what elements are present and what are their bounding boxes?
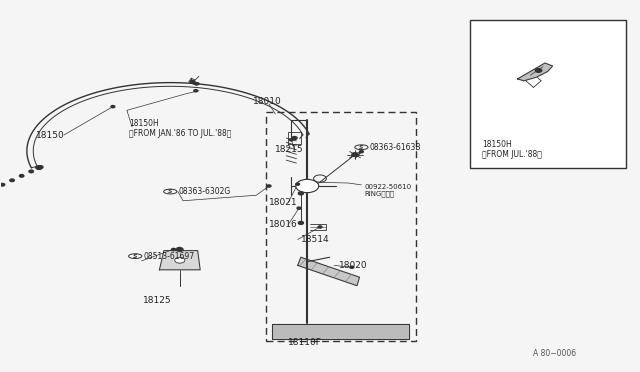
Text: 00922-50610
RINGリング: 00922-50610 RINGリング [365,184,412,197]
Circle shape [172,248,175,251]
Text: 18020: 18020 [339,261,368,270]
Bar [266,112,415,341]
Text: 18150H
（FROM JUL.'88）: 18150H （FROM JUL.'88） [483,140,542,159]
Text: S: S [359,145,364,150]
Circle shape [318,226,322,228]
Bar [470,20,626,167]
Text: 18110F: 18110F [288,339,322,347]
Circle shape [352,153,358,157]
Circle shape [29,170,33,173]
Text: 08363-6302G: 08363-6302G [179,187,231,196]
Circle shape [194,90,198,92]
Text: 18514: 18514 [301,235,330,244]
Text: S: S [133,254,138,259]
Circle shape [350,266,354,268]
Text: 18150: 18150 [36,131,65,140]
Polygon shape [159,251,200,270]
Circle shape [111,106,115,108]
Circle shape [298,221,303,224]
Circle shape [267,185,271,187]
Text: S: S [168,189,173,194]
Circle shape [536,68,541,72]
Text: A 80−0006: A 80−0006 [534,350,577,359]
Circle shape [297,207,301,209]
Polygon shape [298,257,360,286]
Circle shape [10,179,14,182]
Circle shape [177,248,183,251]
Circle shape [19,174,24,177]
Circle shape [195,83,199,85]
Text: 18215: 18215 [275,145,304,154]
Circle shape [190,80,195,83]
Circle shape [296,183,300,185]
Circle shape [289,139,293,141]
Circle shape [36,166,42,169]
Text: 08513-61697: 08513-61697 [143,251,195,261]
Text: 18010: 18010 [253,97,282,106]
Text: 18150H
（FROM JAN.'86 TO JUL.'88）: 18150H （FROM JAN.'86 TO JUL.'88） [129,119,231,138]
Circle shape [0,183,4,186]
Text: 18021: 18021 [269,198,298,207]
Circle shape [360,151,364,153]
Circle shape [292,137,297,140]
Circle shape [175,257,185,263]
Polygon shape [272,324,409,339]
Circle shape [178,249,182,251]
Text: 08363-6163B: 08363-6163B [370,143,421,152]
Circle shape [38,166,43,168]
Text: 18125: 18125 [143,296,172,305]
Circle shape [298,192,303,195]
Circle shape [296,179,319,193]
Polygon shape [518,63,552,81]
Text: 18016: 18016 [269,220,298,229]
